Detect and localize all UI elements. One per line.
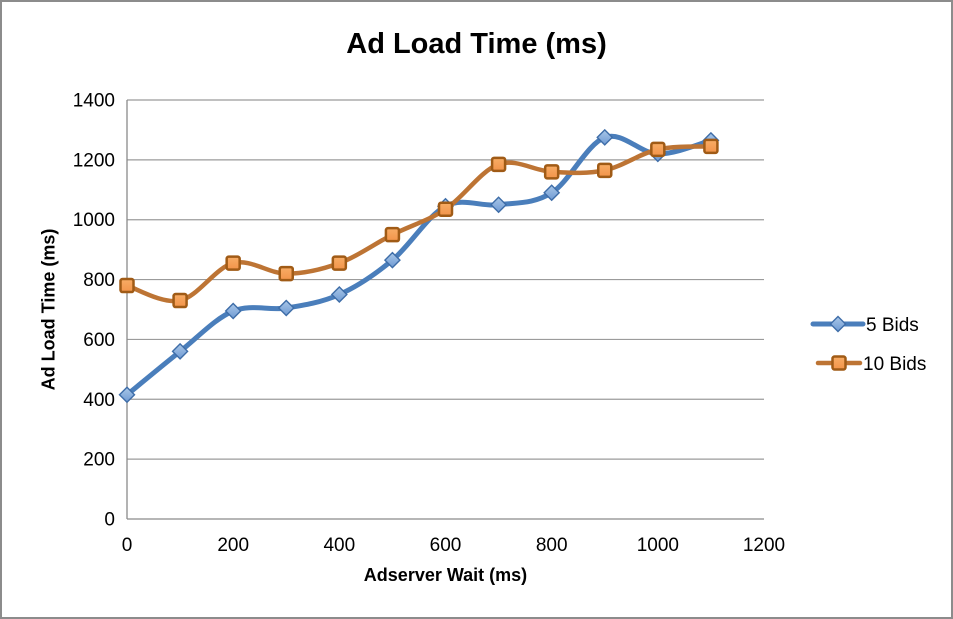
diamond-marker-5-bids <box>596 128 614 146</box>
square-marker-10-bids <box>119 277 135 294</box>
legend-label-5-bids: 5 Bids <box>866 315 919 336</box>
diamond-marker-5-bids <box>118 386 136 404</box>
y-tick-label-600: 600 <box>83 330 115 351</box>
diamond-marker-5-bids <box>490 196 508 214</box>
y-tick-label-200: 200 <box>83 450 115 471</box>
square-marker-10-bids <box>543 164 560 180</box>
square-marker-10-bids <box>225 255 241 271</box>
legend-item-5-bids: 5 Bids <box>810 315 919 336</box>
diamond-marker-5-bids <box>543 184 561 202</box>
chart-title: Ad Load Time (ms) <box>346 28 607 60</box>
square-marker-10-bids <box>490 156 507 173</box>
square-marker-legend-10-bids <box>831 355 847 371</box>
legend-label-10-bids: 10 Bids <box>863 354 926 375</box>
x-tick-label-800: 800 <box>536 535 568 556</box>
square-marker-10-bids <box>703 138 719 155</box>
x-tick-label-1200: 1200 <box>743 535 785 556</box>
x-axis-title: Adserver Wait (ms) <box>363 565 528 585</box>
diamond-marker-legend-5-bids <box>829 315 847 333</box>
square-marker-10-bids <box>437 201 454 217</box>
x-tick-label-1000: 1000 <box>637 535 679 556</box>
diamond-marker-5-bids <box>383 251 401 269</box>
square-marker-10-bids <box>597 162 613 179</box>
diamond-marker-5-bids <box>171 342 189 360</box>
square-marker-10-bids <box>650 141 666 158</box>
y-tick-label-1400: 1400 <box>73 91 115 112</box>
square-marker-10-bids <box>384 226 401 243</box>
square-marker-10-bids <box>278 265 294 282</box>
x-tick-label-0: 0 <box>122 535 133 556</box>
diamond-marker-5-bids <box>224 302 242 320</box>
y-tick-label-800: 800 <box>83 270 115 291</box>
y-tick-label-1000: 1000 <box>73 210 115 231</box>
diamond-marker-5-bids <box>330 286 348 304</box>
y-tick-label-400: 400 <box>83 390 115 411</box>
diamond-marker-5-bids <box>277 299 295 317</box>
series-10-bids <box>119 138 719 309</box>
x-tick-label-200: 200 <box>217 535 249 556</box>
y-tick-label-1200: 1200 <box>73 150 115 171</box>
series-line-5-bids <box>124 133 714 398</box>
legend-item-10-bids: 10 Bids <box>815 354 926 375</box>
square-marker-10-bids <box>172 292 188 309</box>
square-marker-10-bids <box>331 255 348 271</box>
series-5-bids <box>118 128 720 404</box>
series-line-10-bids <box>124 144 714 304</box>
y-tick-label-0: 0 <box>104 510 115 531</box>
x-tick-label-600: 600 <box>430 535 462 556</box>
x-tick-label-400: 400 <box>323 535 355 556</box>
